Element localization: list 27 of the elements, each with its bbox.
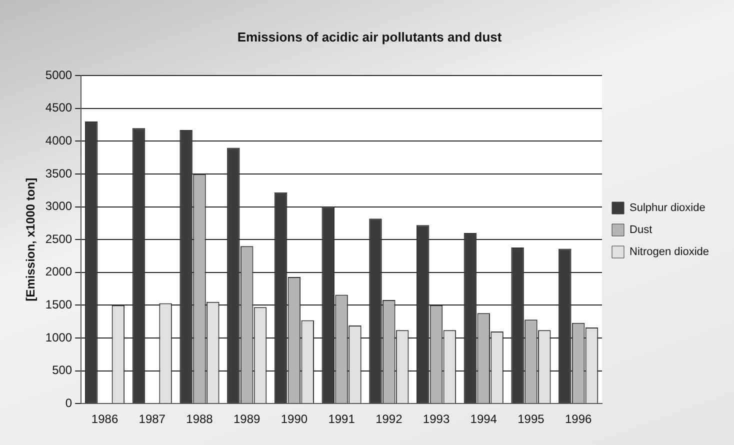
legend-label: Dust: [630, 224, 652, 236]
y-tick-label: 1000: [45, 330, 72, 344]
y-tick-label: 3000: [45, 199, 72, 214]
x-tick-label: 1992: [376, 412, 403, 426]
y-tick-label: 2000: [45, 264, 72, 279]
y-tick-label: 3500: [45, 166, 72, 180]
y-tick-label: 4000: [45, 134, 72, 148]
chart-title: Emissions of acidic air pollutants and dust: [237, 29, 502, 44]
x-tick-label: 1987: [138, 412, 166, 426]
x-tick-label: 1991: [328, 412, 356, 426]
x-tick-label: 1986: [91, 412, 118, 426]
y-tick-label: 500: [52, 363, 72, 378]
x-tick-label: 1994: [470, 412, 498, 426]
y-axis-title: [Emission, x1000 ton]: [24, 178, 38, 302]
y-tick-label: 0: [65, 396, 72, 410]
y-tick-label: 2500: [45, 232, 72, 246]
y-tick-label: 4500: [45, 100, 72, 115]
legend-label: Sulphur dioxide: [630, 202, 706, 214]
x-tick-label: 1989: [233, 412, 261, 426]
x-tick-label: 1995: [518, 412, 545, 426]
x-tick-label: 1993: [422, 412, 450, 426]
x-tick-label: 1990: [280, 412, 308, 426]
y-tick-label: 5000: [45, 68, 72, 82]
legend-label: Nitrogen dioxide: [630, 246, 710, 258]
x-tick-label: 1996: [564, 412, 592, 426]
y-tick-label: 1500: [45, 298, 72, 312]
x-tick-label: 1988: [186, 412, 214, 426]
